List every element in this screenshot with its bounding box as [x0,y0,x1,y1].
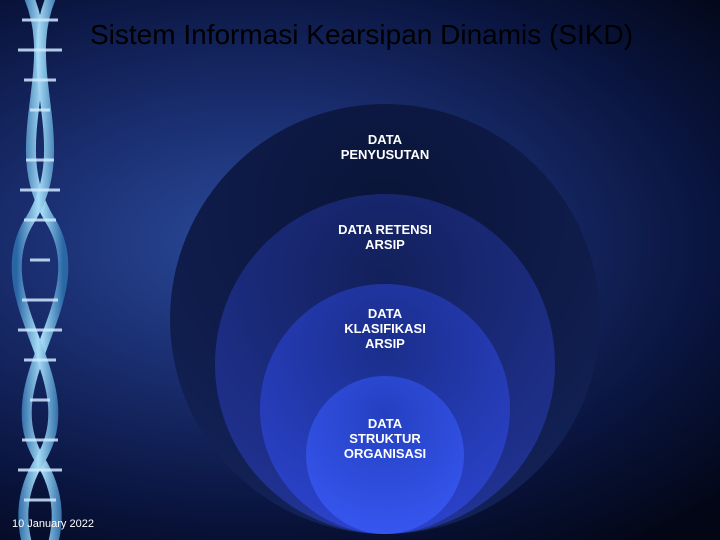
nested-circle-diagram: DATA PENYUSUTAN DATA RETENSI ARSIP DATA KL… [170,104,600,534]
circle-label-inner: DATA STRUKTUR ORGANISASI [344,416,426,461]
slide-date: 10 January 2022 [12,518,94,530]
dna-helix-graphic [0,0,90,540]
circle-label-ring2: DATA KLASIFIKASI ARSIP [344,306,426,351]
slide-title: Sistem Informasi Kearsipan Dinamis (SIKD… [90,18,633,52]
circle-label-outer: DATA PENYUSUTAN [341,132,430,162]
slide: Sistem Informasi Kearsipan Dinamis (SIKD… [0,0,720,540]
circle-label-ring3: DATA RETENSI ARSIP [338,222,432,252]
